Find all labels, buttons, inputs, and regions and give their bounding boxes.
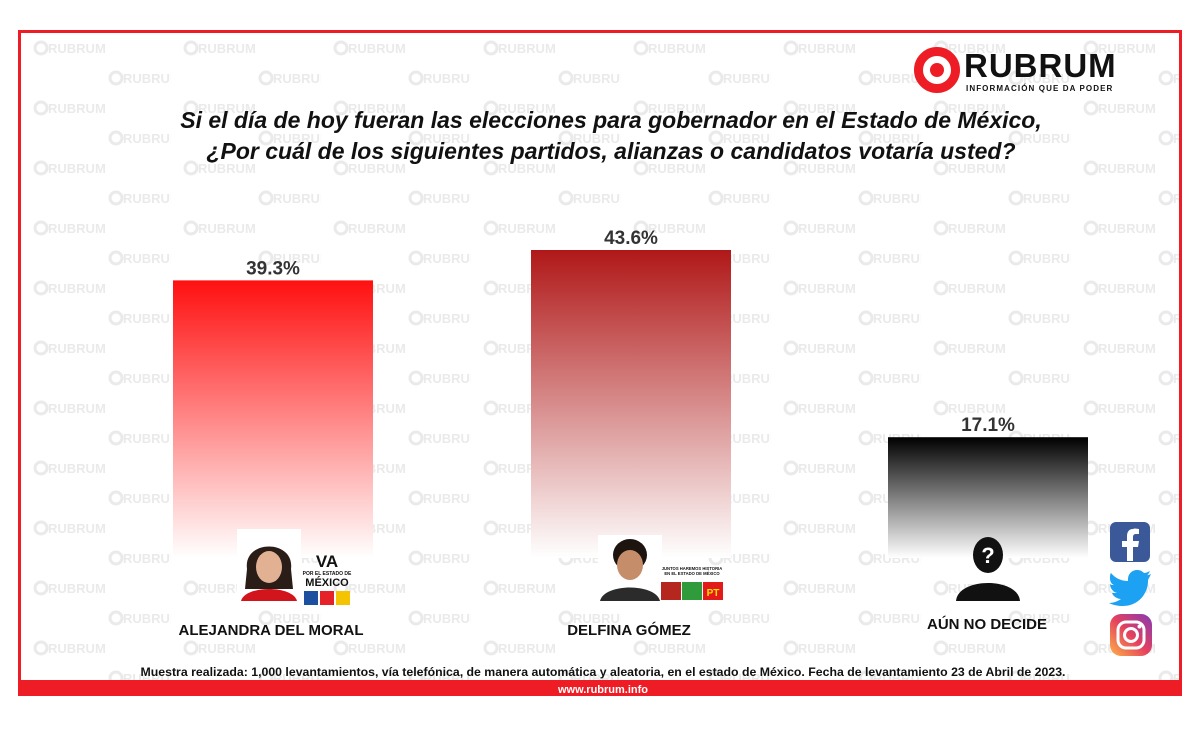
- bar-1: [173, 280, 373, 558]
- question-line-1: Si el día de hoy fueran las elecciones p…: [180, 107, 1042, 133]
- bar-value-label-2: 43.6%: [604, 228, 658, 249]
- instagram-icon[interactable]: [1109, 613, 1153, 657]
- candidate-photo-alejandra: [237, 529, 301, 601]
- svg-text:PT: PT: [707, 588, 720, 599]
- svg-text:MÉXICO: MÉXICO: [305, 576, 349, 589]
- logo-wordmark: RUBRUM: [964, 47, 1117, 84]
- va-por-mexico-alliance-logo: VA POR EL ESTADO DE MÉXICO: [303, 552, 352, 605]
- candidate-photo-delfina: [598, 535, 662, 601]
- twitter-icon[interactable]: [1109, 568, 1153, 606]
- bar-value-label-1: 39.3%: [246, 258, 300, 279]
- logo-tagline: INFORMACIÓN QUE DA PODER: [966, 84, 1114, 93]
- juntos-haremos-historia-logo: JUNTOS HAREMOS HISTORIA EN EL ESTADO DE …: [661, 566, 723, 600]
- methodology-note: Muestra realizada: 1,000 levantamientos,…: [140, 665, 1066, 679]
- svg-text:POR EL ESTADO DE: POR EL ESTADO DE: [303, 571, 352, 577]
- rubrum-logo: RUBRUM INFORMACIÓN QUE DA PODER: [914, 47, 1144, 97]
- footer-url[interactable]: www.rubrum.info: [557, 684, 649, 696]
- facebook-icon[interactable]: [1109, 521, 1151, 563]
- logo-ring-icon: [914, 47, 960, 93]
- svg-text:EN EL ESTADO DE MÉXICO: EN EL ESTADO DE MÉXICO: [664, 571, 720, 576]
- bar-value-label-3: 17.1%: [961, 415, 1015, 436]
- candidate-label-alejandra: ALEJANDRA DEL MORAL: [178, 622, 364, 639]
- alliance-va-text: VA: [316, 552, 338, 571]
- results-bar-chart: 39.3% 43.6% 17.1%: [173, 228, 1088, 558]
- candidate-label-delfina: DELFINA GÓMEZ: [567, 622, 691, 639]
- footer-band: [21, 680, 1179, 693]
- question-person-icon: ?: [956, 537, 1020, 601]
- poll-card: RUBRUM INFORMACIÓN QUE DA PODER Si el dí…: [18, 30, 1182, 696]
- poll-question: Si el día de hoy fueran las elecciones p…: [61, 105, 1161, 167]
- candidate-label-undecided: AÚN NO DECIDE: [926, 616, 1047, 633]
- bar-2: [531, 250, 731, 558]
- question-line-2: ¿Por cuál de los siguientes partidos, al…: [206, 138, 1016, 164]
- svg-text:?: ?: [981, 543, 994, 568]
- svg-text:JUNTOS HAREMOS HISTORIA: JUNTOS HAREMOS HISTORIA: [662, 566, 723, 571]
